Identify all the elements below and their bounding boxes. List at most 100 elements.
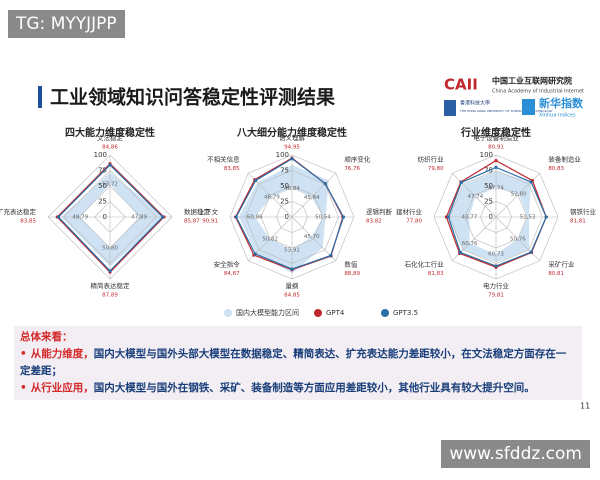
bullet: • (20, 382, 27, 394)
range-label: 48,79 (72, 215, 88, 221)
axis-label: 不相关信息 (207, 155, 240, 164)
series-point (459, 180, 463, 184)
point-label: 83,85 (224, 166, 240, 172)
logo-xinhua-icon (522, 99, 535, 115)
summary-lead: 从行业应用， (30, 382, 94, 394)
logo-caii: CAII (444, 76, 478, 94)
point-label: 87,89 (102, 293, 118, 299)
summary-item: • 从能力维度，国内大模型与国外头部大模型在数据稳定、精简表达、扩充表达能力差距较… (20, 346, 576, 380)
title-bar (38, 86, 42, 108)
r-tick-label: 50 (280, 182, 289, 190)
slide-title: 工业领域知识问答稳定性评测结果 (50, 86, 335, 109)
summary-box: 总体来看： • 从能力维度，国内大模型与国外头部大模型在数据稳定、精简表达、扩充表… (14, 326, 582, 400)
point-label: 76,76 (344, 166, 360, 172)
series-point (108, 269, 112, 273)
series-point (56, 215, 61, 219)
axis-label: 纺织行业 (418, 155, 445, 164)
point-label: 80,81 (548, 271, 564, 277)
series-point (494, 165, 498, 169)
range-label: 60,86 (247, 215, 263, 221)
chart-title: 八大细分能力维度稳定性 (236, 126, 347, 139)
axis-label: 建材行业 (396, 207, 423, 216)
r-tick-label: 25 (280, 198, 289, 206)
range-label: 53,91 (284, 247, 300, 253)
series-point (254, 179, 258, 183)
range-band (61, 172, 166, 267)
axis-label: 装备制造业 (548, 155, 581, 164)
watermark: www.sfddz.com (441, 440, 590, 468)
logo-caii-cn: 中国工业互联网研究院 (492, 76, 572, 86)
range-label: 45,70 (304, 234, 320, 240)
axis-label: 数值 (344, 259, 358, 268)
range-label: 51,53 (520, 215, 536, 221)
summary-list: • 从能力维度，国内大模型与国外头部大模型在数据稳定、精简表达、扩充表达能力差距较… (20, 346, 576, 397)
point-label: 81,81 (570, 219, 586, 225)
legend-label: GPT4 (326, 309, 345, 317)
axis-label: 顺序变化 (344, 155, 371, 164)
axis-label: 上下文 (199, 207, 219, 216)
logo-xinhua-cn: 新华指数 (539, 96, 584, 110)
r-tick-label: 100 (480, 151, 493, 159)
point-label: 84,87 (224, 271, 240, 277)
range-label: 50,82 (262, 236, 278, 242)
point-label: 79,81 (488, 293, 504, 299)
series-point (529, 180, 533, 184)
legend-swatch (224, 309, 232, 317)
range-label: 47,74 (468, 194, 484, 200)
range-label: 50,76 (510, 236, 526, 242)
r-tick-label: 50 (484, 182, 493, 190)
point-label: 90,91 (202, 219, 218, 225)
series-point (161, 215, 165, 219)
legend-label: 国内大模型能力区间 (236, 308, 299, 317)
series-point (529, 250, 533, 254)
series-point (108, 163, 112, 167)
range-label: 47,74 (488, 185, 504, 191)
range-label: 46,79 (264, 194, 280, 200)
series-point (494, 264, 498, 268)
logo-caii-en: China Academy of Industrial Internet (492, 89, 584, 95)
bullet: • (20, 348, 27, 360)
axis-label: 石化化工行业 (405, 259, 445, 268)
range-label: 43,77 (461, 215, 477, 221)
range-band (448, 171, 532, 263)
range-label: 60,73 (488, 252, 504, 258)
axis-label: 采矿行业 (548, 259, 575, 268)
point-label: 80,83 (548, 166, 564, 172)
axis-label: 数据稳定 (184, 207, 211, 216)
legend-swatch (314, 309, 322, 317)
range-label: 45,84 (304, 195, 320, 201)
r-tick-label: 100 (276, 151, 289, 159)
axis-label: 钢铁行业 (570, 207, 597, 216)
chart-title: 四大能力维度稳定性 (65, 126, 155, 139)
summary-lead: 从能力维度， (30, 348, 94, 360)
series-point (234, 215, 238, 219)
axis-label: 扩充表达稳定 (0, 207, 37, 216)
series-point (323, 182, 327, 186)
series-point (446, 215, 450, 219)
series-point (544, 215, 548, 219)
point-label: 77,80 (406, 219, 422, 225)
spoke (451, 172, 497, 218)
r-tick-label: 100 (94, 151, 107, 159)
point-label: 83,85 (20, 219, 36, 225)
series-point (328, 253, 333, 258)
point-label: 79,80 (428, 166, 444, 172)
summary-text: 国内大模型与国外头部大模型在数据稳定、精简表达、扩充表达能力差距较小，在文法稳定… (20, 348, 567, 377)
legend-label: GPT3.5 (393, 309, 418, 317)
series-point (341, 215, 346, 219)
logo-hkust-en: THE HONG KONG UNIVERSITY OF SCIENCE AND … (459, 109, 553, 113)
series-point (290, 267, 294, 271)
summary-heading: 总体来看： (20, 331, 73, 343)
axis-label: 语义理解 (279, 133, 306, 142)
axis-label: 电子设备制造业 (473, 133, 519, 142)
point-label: 80,91 (488, 145, 504, 151)
point-label: 84,85 (284, 293, 300, 299)
range-label: 52,80 (511, 192, 527, 198)
page-number: 11 (580, 402, 590, 411)
point-label: 84,86 (102, 145, 118, 151)
point-label: 88,89 (344, 271, 360, 277)
axis-label: 安全指令 (214, 259, 241, 268)
r-tick-label: 25 (98, 198, 107, 206)
